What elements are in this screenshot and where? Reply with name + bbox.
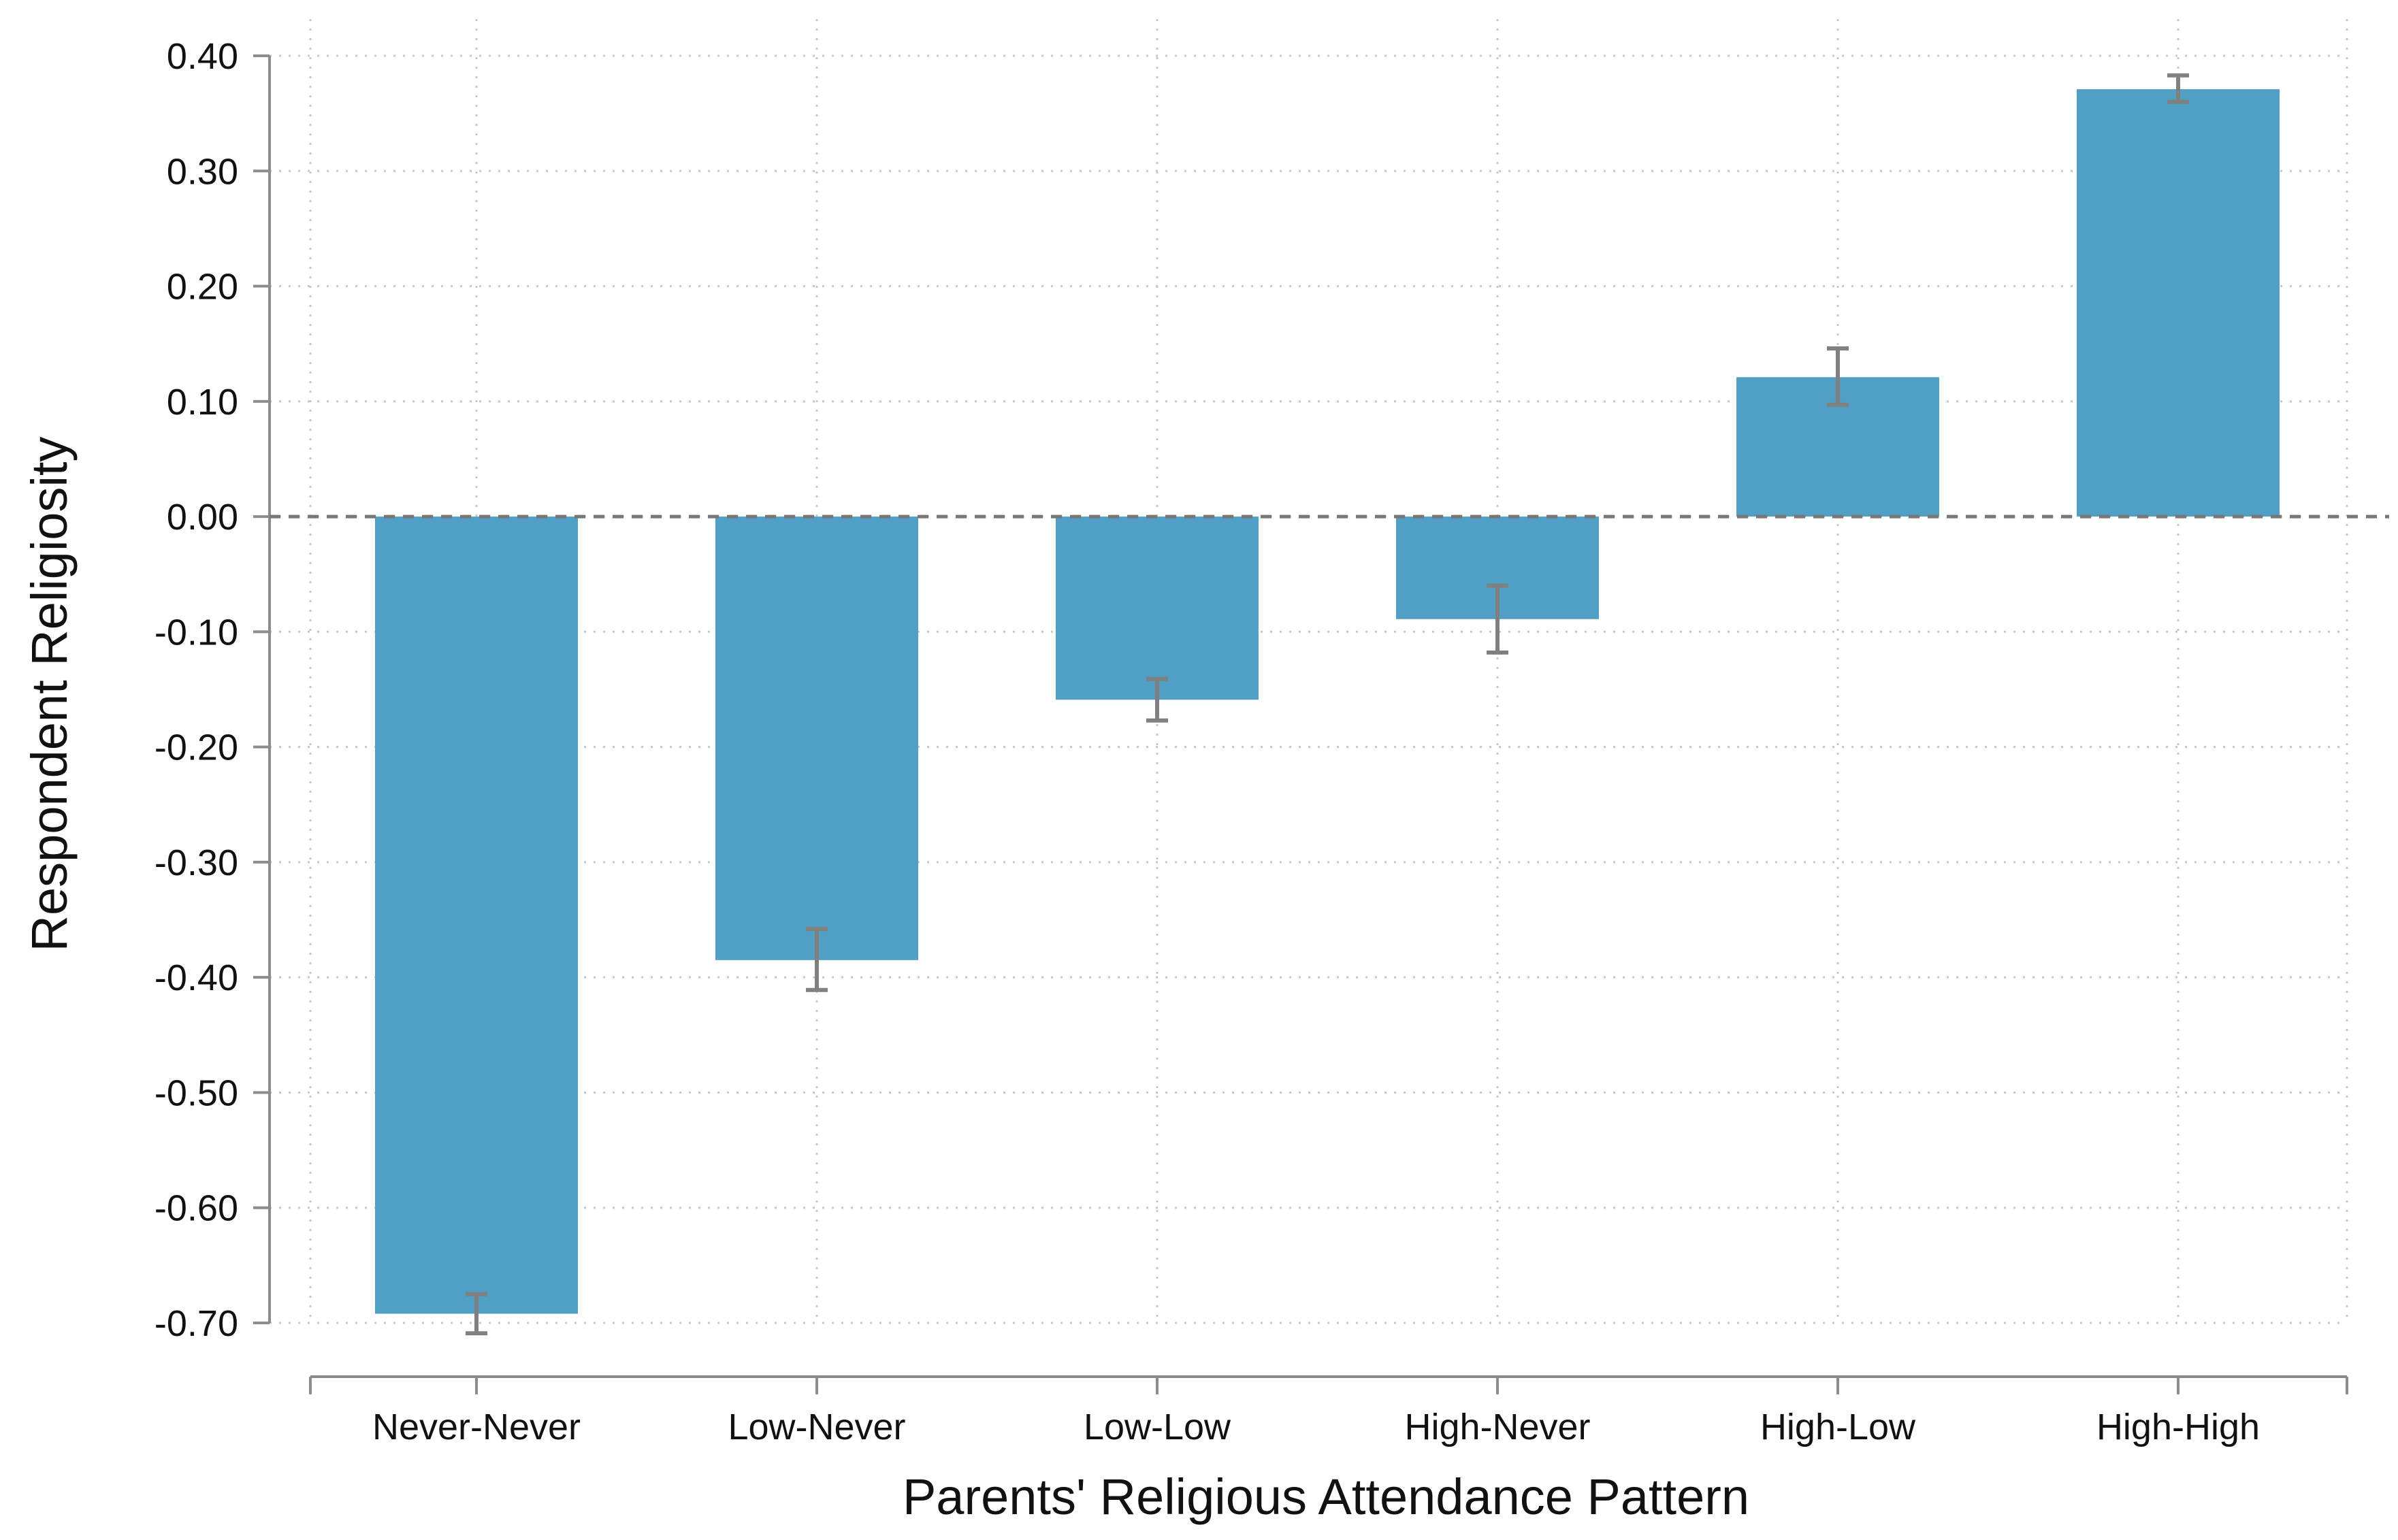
y-axis-title: Respondent Religiosity xyxy=(21,437,78,952)
x-tick-label: High-Never xyxy=(1404,1407,1590,1447)
error-bars xyxy=(466,73,2189,1336)
y-tick-label: -0.10 xyxy=(155,612,238,653)
x-axis-title: Parents' Religious Attendance Pattern xyxy=(903,1469,1749,1525)
gridlines xyxy=(270,19,2348,1324)
y-tick-label: 0.30 xyxy=(167,151,238,192)
y-tick-label: 0.40 xyxy=(167,36,238,77)
x-tick-label: Low-Low xyxy=(1084,1407,1231,1447)
error-bar-never-never xyxy=(466,1292,487,1336)
x-tick-label: High-High xyxy=(2096,1407,2260,1447)
error-bar-high-never xyxy=(1487,583,1508,655)
y-tick-label: -0.20 xyxy=(155,727,238,768)
y-axis-ticks: 0.40 0.30 0.20 0.10 0.00 -0.10 -0.20 -0.30 -0.40… xyxy=(155,36,270,1344)
bar-never-never xyxy=(375,517,578,1314)
error-bar-high-low xyxy=(1827,346,1849,407)
bar-low-never xyxy=(715,517,918,960)
error-bar-low-never xyxy=(806,927,828,992)
y-tick-label: -0.40 xyxy=(155,957,238,998)
y-tick-label: -0.50 xyxy=(155,1072,238,1113)
error-bar-high-high xyxy=(2167,73,2189,104)
y-tick-label: -0.70 xyxy=(155,1303,238,1344)
y-tick-label: -0.30 xyxy=(155,842,238,883)
bar-high-high xyxy=(2077,89,2280,517)
x-axis-ticks: Never-Never Low-Never Low-Low High-Never Hig… xyxy=(372,1377,2260,1447)
y-tick-label: 0.20 xyxy=(167,267,238,308)
y-tick-label: 0.00 xyxy=(167,497,238,538)
x-tick-label: Low-Never xyxy=(728,1407,905,1447)
bar-low-low xyxy=(1056,517,1259,700)
y-tick-label: 0.10 xyxy=(167,382,238,423)
error-bar-low-low xyxy=(1146,676,1168,723)
y-tick-label: -0.60 xyxy=(155,1188,238,1229)
x-tick-label: High-Low xyxy=(1760,1407,1916,1447)
x-tick-label: Never-Never xyxy=(372,1407,581,1447)
axes xyxy=(268,56,2348,1394)
bars xyxy=(375,89,2280,1314)
